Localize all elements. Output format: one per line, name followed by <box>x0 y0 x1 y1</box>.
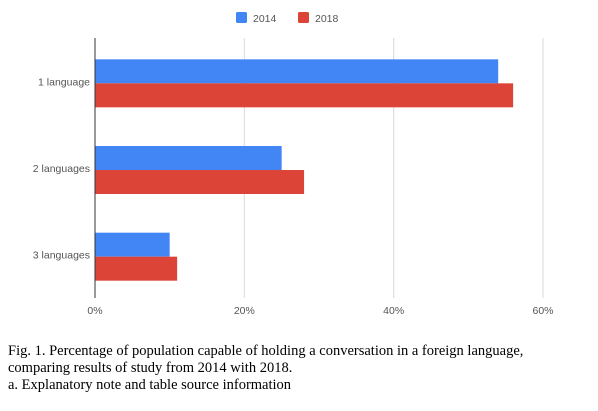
bar-2018-2-languages <box>95 170 305 194</box>
x-axis-tick-labels: 0% 20% 40% 60% <box>87 305 553 317</box>
caption-line-1: Fig. 1. Percentage of population capable… <box>8 343 524 359</box>
caption-note: a. Explanatory note and table source inf… <box>8 377 292 393</box>
bar-2014-2-languages <box>95 146 282 170</box>
bar-2018-1-language <box>95 83 514 108</box>
y-tick-label: 3 languages <box>33 250 90 262</box>
legend-label: 2018 <box>315 13 339 25</box>
legend-label: 2014 <box>253 13 277 25</box>
x-tick-label: 60% <box>532 305 553 317</box>
bars <box>95 59 514 281</box>
figure-caption: Fig. 1. Percentage of population capable… <box>8 343 592 394</box>
x-tick-label: 40% <box>383 305 404 317</box>
y-axis-tick-labels: 1 language 2 languages 3 languages <box>33 76 90 261</box>
y-tick-label: 1 language <box>38 76 90 88</box>
x-tick-label: 20% <box>234 305 255 317</box>
caption-line-2: comparing results of study from 2014 wit… <box>8 360 293 376</box>
bar-chart: 1 language 2 languages 3 languages 0% 20% 40… <box>33 12 554 317</box>
bar-2014-1-language <box>95 59 499 84</box>
legend: 2014 2018 <box>236 12 339 25</box>
bar-2018-3-languages <box>95 256 178 281</box>
x-tick-label: 0% <box>87 305 102 317</box>
y-tick-label: 2 languages <box>33 163 90 175</box>
legend-swatch <box>298 12 309 23</box>
bar-2014-3-languages <box>95 232 170 257</box>
legend-swatch <box>236 12 247 23</box>
